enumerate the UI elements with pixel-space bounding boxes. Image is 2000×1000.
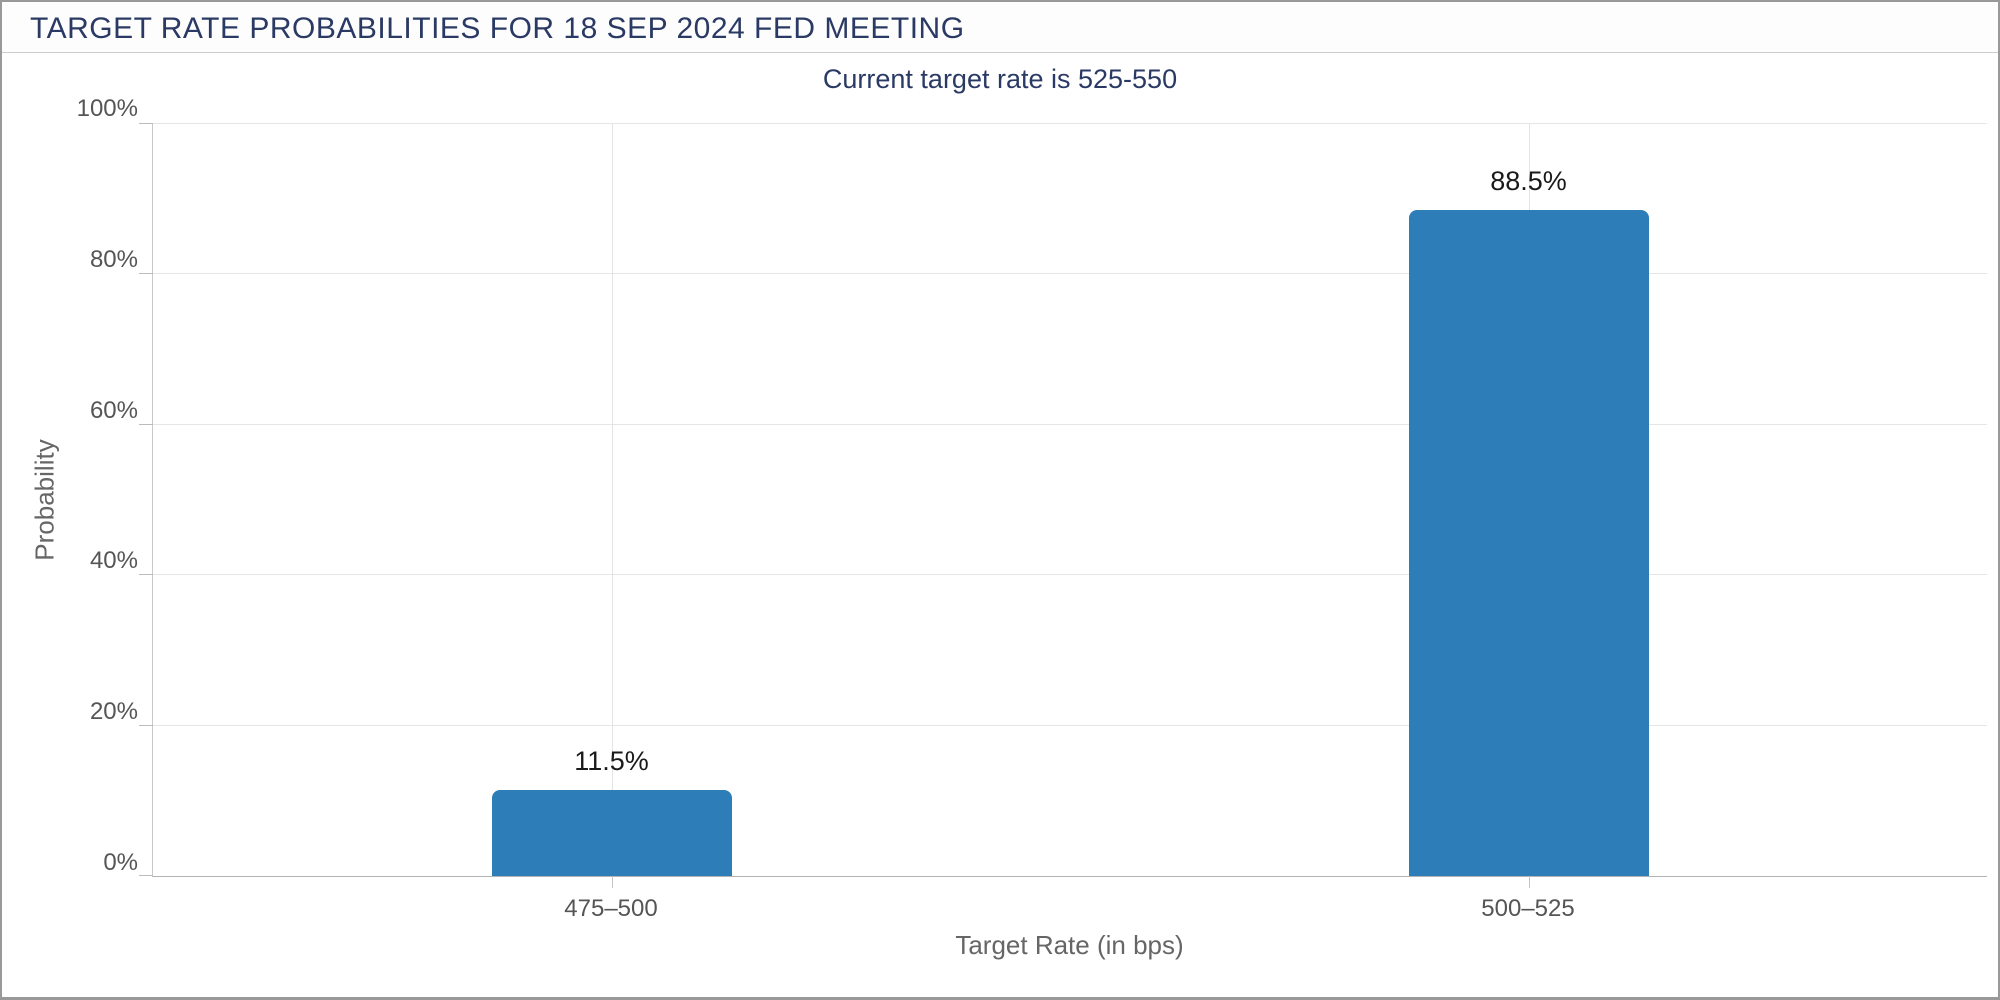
y-tick-label-80: 80% [89, 246, 138, 273]
chart-subtitle: Current target rate is 525-550 [822, 64, 1178, 94]
bar-group-500-525: 88.5% [1070, 124, 1987, 888]
title-bar: TARGET RATE PROBABILITIES FOR 18 SEP 202… [2, 2, 1998, 53]
chart-title: TARGET RATE PROBABILITIES FOR 18 SEP 202… [30, 12, 965, 45]
y-tick-0 [139, 875, 153, 876]
plot-area: 11.5% 88.5% [139, 123, 1987, 888]
y-tick-60 [139, 423, 153, 425]
bar-500-525[interactable] [1408, 210, 1649, 876]
bar-group-475-500: 11.5% [153, 124, 1070, 888]
gridline-cat-1 [611, 124, 613, 876]
y-tick-label-20: 20% [89, 698, 138, 725]
y-tick-label-100: 100% [76, 95, 138, 122]
y-tick-100 [139, 123, 153, 124]
x-tick-label-500-525: 500–525 [1481, 895, 1575, 922]
gridline-60 [153, 423, 1987, 425]
x-tick-label-475-500: 475–500 [564, 895, 658, 922]
gridline-80 [153, 273, 1987, 275]
bar-475-500[interactable] [491, 789, 732, 876]
y-tick-label-40: 40% [89, 547, 138, 574]
gridline-20 [153, 724, 1987, 726]
y-axis-title: Probability [29, 439, 60, 561]
x-tick-475-500 [611, 876, 613, 888]
x-axis-title: Target Rate (in bps) [955, 930, 1184, 960]
y-tick-label-0: 0% [103, 849, 138, 876]
y-tick-40 [139, 574, 153, 576]
y-tick-20 [139, 724, 153, 726]
x-tick-500-525 [1528, 876, 1530, 888]
gridline-40 [153, 574, 1987, 576]
bar-value-500-525: 88.5% [1490, 166, 1567, 197]
y-tick-80 [139, 273, 153, 275]
y-tick-label-60: 60% [89, 397, 138, 424]
bar-value-475-500: 11.5% [574, 745, 649, 776]
